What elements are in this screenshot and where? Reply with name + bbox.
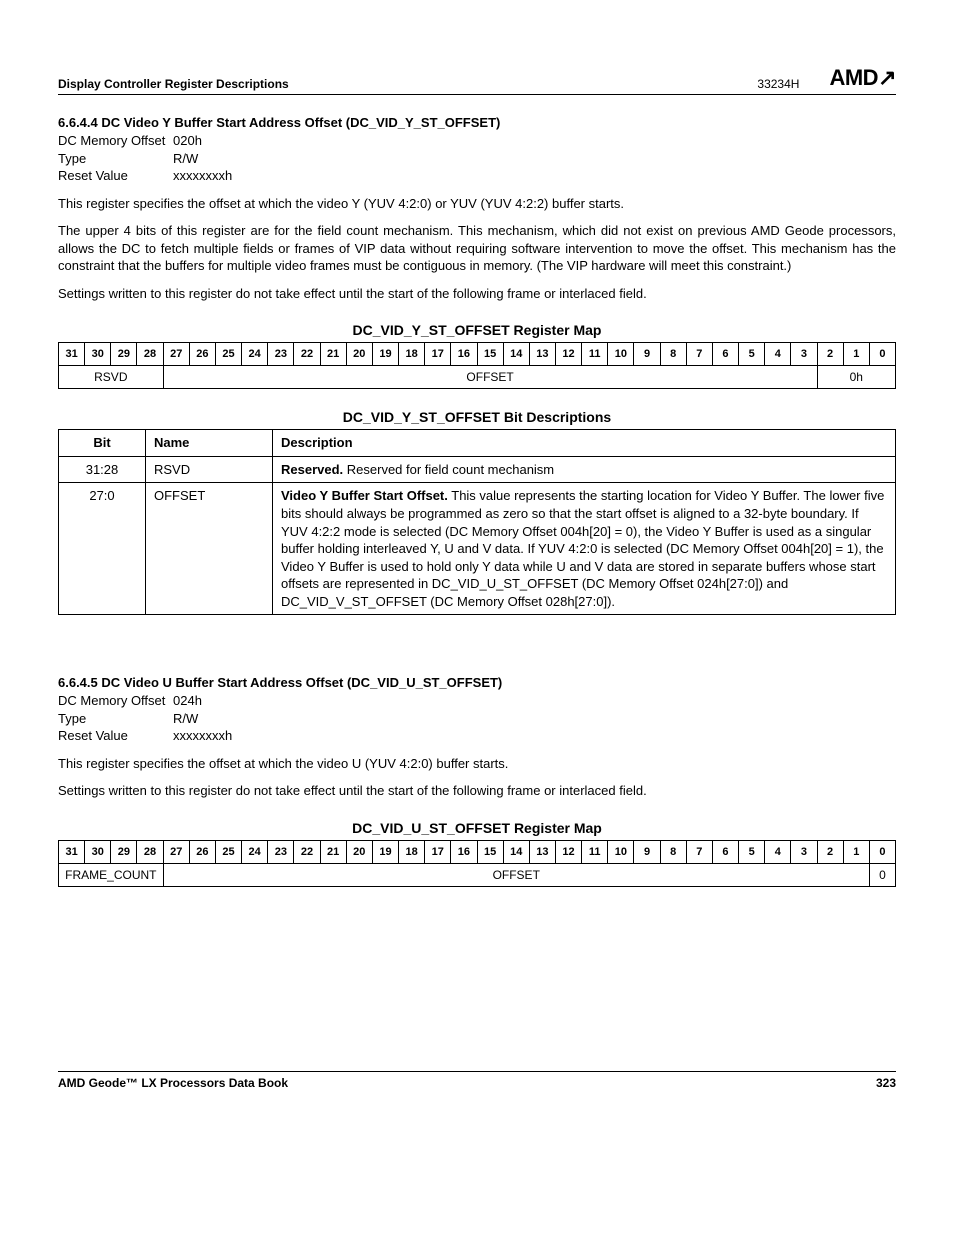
paragraph: Settings written to this register do not… bbox=[58, 782, 896, 800]
amd-logo: AMD↗ bbox=[829, 65, 896, 91]
page-footer: AMD Geode™ LX Processors Data Book 323 bbox=[58, 1071, 896, 1090]
meta-reset: Reset Valuexxxxxxxxh bbox=[58, 727, 896, 745]
paragraph: Settings written to this register do not… bbox=[58, 285, 896, 303]
meta-offset: DC Memory Offset024h bbox=[58, 692, 896, 710]
doc-number: 33234H bbox=[757, 77, 799, 91]
col-bit: Bit bbox=[59, 430, 146, 457]
table-header-row: Bit Name Description bbox=[59, 430, 896, 457]
bit-numbers-row: 31302928 27262524 23222120 19181716 1514… bbox=[59, 841, 896, 864]
bitdesc-caption: DC_VID_Y_ST_OFFSET Bit Descriptions bbox=[58, 409, 896, 425]
footer-title: AMD Geode™ LX Processors Data Book bbox=[58, 1076, 288, 1090]
section-6-6-4-5: 6.6.4.5 DC Video U Buffer Start Address … bbox=[58, 675, 896, 887]
bit-fields-row: FRAME_COUNT OFFSET 0 bbox=[59, 864, 896, 887]
col-name: Name bbox=[146, 430, 273, 457]
col-desc: Description bbox=[273, 430, 896, 457]
page-number: 323 bbox=[876, 1076, 896, 1090]
paragraph: The upper 4 bits of this register are fo… bbox=[58, 222, 896, 275]
section-heading: 6.6.4.4 DC Video Y Buffer Start Address … bbox=[58, 115, 896, 130]
field-rsvd: RSVD bbox=[59, 366, 164, 389]
field-reset: 0 bbox=[869, 864, 895, 887]
regmap-caption: DC_VID_Y_ST_OFFSET Register Map bbox=[58, 322, 896, 338]
meta-offset: DC Memory Offset020h bbox=[58, 132, 896, 150]
regmap-caption: DC_VID_U_ST_OFFSET Register Map bbox=[58, 820, 896, 836]
header-right: 33234H AMD↗ bbox=[757, 65, 896, 91]
header-section-title: Display Controller Register Descriptions bbox=[58, 77, 289, 91]
field-frame-count: FRAME_COUNT bbox=[59, 864, 164, 887]
section-6-6-4-4: 6.6.4.4 DC Video Y Buffer Start Address … bbox=[58, 115, 896, 615]
bit-fields-row: RSVD OFFSET 0h bbox=[59, 366, 896, 389]
section-heading: 6.6.4.5 DC Video U Buffer Start Address … bbox=[58, 675, 896, 690]
page-header: Display Controller Register Descriptions… bbox=[58, 65, 896, 95]
meta-type: TypeR/W bbox=[58, 710, 896, 728]
paragraph: This register specifies the offset at wh… bbox=[58, 755, 896, 773]
amd-logo-arrow: ↗ bbox=[878, 65, 896, 91]
paragraph: This register specifies the offset at wh… bbox=[58, 195, 896, 213]
register-map-table: 31302928 27262524 23222120 19181716 1514… bbox=[58, 840, 896, 887]
bit-numbers-row: 31302928 27262524 23222120 19181716 1514… bbox=[59, 343, 896, 366]
bit-description-table: Bit Name Description 31:28 RSVD Reserved… bbox=[58, 429, 896, 615]
field-offset: OFFSET bbox=[163, 864, 869, 887]
field-reset: 0h bbox=[817, 366, 895, 389]
meta-type: TypeR/W bbox=[58, 150, 896, 168]
table-row: 31:28 RSVD Reserved. Reserved for field … bbox=[59, 456, 896, 483]
table-row: 27:0 OFFSET Video Y Buffer Start Offset.… bbox=[59, 483, 896, 615]
field-offset: OFFSET bbox=[163, 366, 817, 389]
meta-reset: Reset Valuexxxxxxxxh bbox=[58, 167, 896, 185]
register-map-table: 31302928 27262524 23222120 19181716 1514… bbox=[58, 342, 896, 389]
